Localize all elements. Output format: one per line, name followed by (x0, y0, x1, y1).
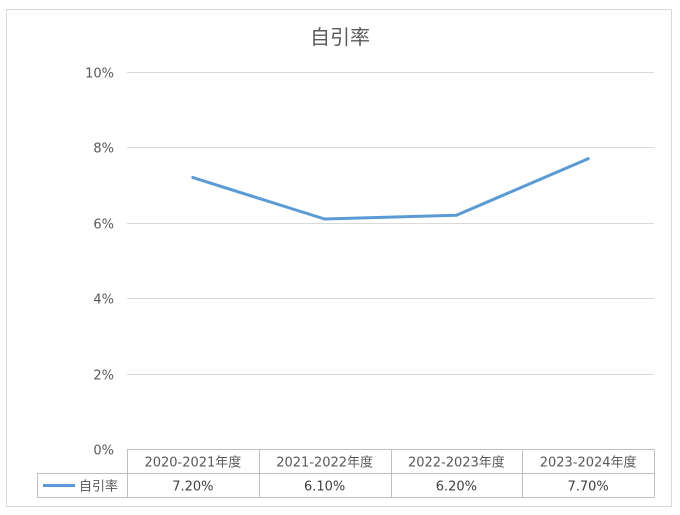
category-label: 2020-2021年度 (144, 455, 241, 471)
legend-label: 自引率 (79, 479, 118, 495)
data-point (191, 176, 195, 180)
table-value: 6.20% (436, 480, 477, 495)
series-line (191, 157, 590, 221)
y-tick-label: 4% (93, 293, 114, 308)
y-tick-label: 8% (93, 142, 114, 157)
table-value: 6.10% (304, 480, 345, 495)
data-point (323, 217, 327, 221)
y-tick-label: 0% (93, 444, 114, 459)
table-value: 7.70% (567, 480, 608, 495)
gridlines (127, 72, 654, 375)
data-table: 2020-2021年度 2021-2022年度 2022-2023年度 2023-20… (37, 449, 655, 498)
chart-frame (6, 9, 672, 507)
y-axis-ticks: 0% 2% 4% 6% 8% 10% (85, 67, 114, 459)
series-lines (191, 157, 590, 221)
chart-title: 自引率 (310, 25, 370, 49)
data-point (454, 213, 458, 217)
y-tick-label: 2% (93, 369, 114, 384)
category-label: 2022-2023年度 (408, 455, 505, 471)
category-label: 2023-2024年度 (540, 455, 637, 471)
data-point (586, 157, 590, 161)
y-tick-label: 6% (93, 218, 114, 233)
table-value: 7.20% (172, 480, 213, 495)
category-label: 2021-2022年度 (276, 455, 373, 471)
y-tick-label: 10% (85, 67, 114, 82)
